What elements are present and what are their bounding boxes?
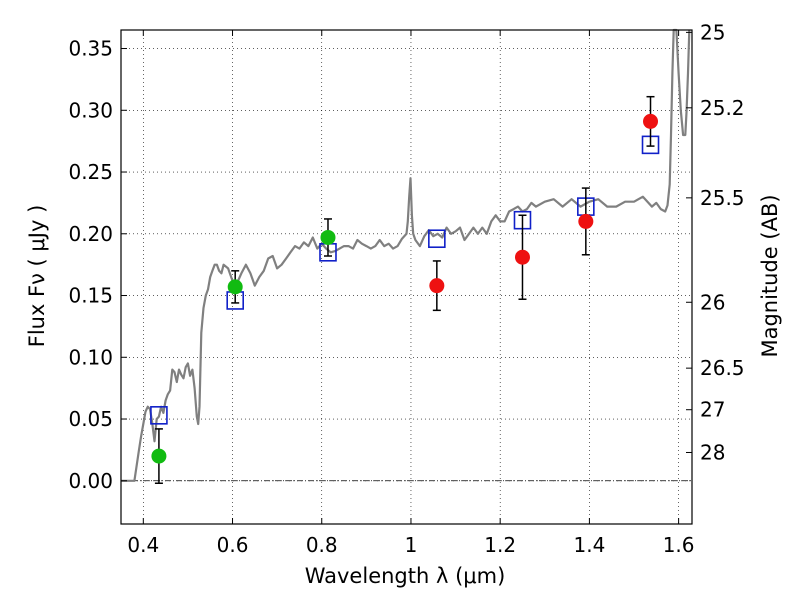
magnitude-axis-ticks: 25 25.2 25.5 26 26.5 27 28: [686, 20, 745, 464]
y-tick-label: 0.25: [68, 160, 113, 184]
observed-point-red: [643, 113, 659, 129]
magnitude-tick-label: 28: [700, 440, 725, 464]
sed-model-curve: [121, 28, 691, 482]
x-tick-label: 1.4: [573, 533, 605, 557]
y-tick-label: 0.00: [68, 469, 113, 493]
y-tick-label: 0.30: [68, 98, 113, 122]
x-tick-label: 0.6: [217, 533, 249, 557]
x-tick-label: 1.2: [484, 533, 516, 557]
plot-frame: [120, 29, 693, 525]
y-axis-ticks: 0.00 0.05 0.10 0.15 0.20 0.25 0.30 0.35: [68, 37, 127, 493]
observed-point-red: [514, 249, 530, 265]
observed-point-red: [578, 213, 594, 229]
x-axis-label: Wavelength λ (μm): [305, 564, 506, 588]
y-tick-label: 0.05: [68, 407, 113, 431]
sed-model-line: [121, 28, 691, 482]
magnitude-tick-label: 26: [700, 290, 725, 314]
magnitude-tick-label: 26.5: [700, 356, 745, 380]
observed-point-green: [227, 279, 243, 295]
observed-point-green: [320, 229, 336, 245]
observed-point-green: [151, 448, 167, 464]
model-flux-square: [150, 406, 168, 425]
x-tick-label: 0.4: [127, 533, 159, 557]
x-tick-label: 1.6: [663, 533, 695, 557]
magnitude-tick-label: 27: [700, 398, 725, 422]
y-tick-label: 0.15: [68, 284, 113, 308]
magnitude-tick-label: 25.5: [700, 186, 745, 210]
magnitude-tick-label: 25.2: [700, 96, 745, 120]
y-tick-label: 0.35: [68, 37, 113, 61]
magnitude-axis-label: Magnitude (AB): [758, 194, 782, 357]
model-flux-squares: [150, 135, 660, 425]
x-tick-label: 1: [405, 533, 418, 557]
x-axis-ticks: 0.4 0.6 0.8 1 1.2 1.4 1.6: [127, 30, 695, 557]
grid-lines: [121, 30, 692, 524]
x-tick-label: 0.8: [306, 533, 338, 557]
y-tick-label: 0.10: [68, 345, 113, 369]
observed-point-red: [429, 278, 445, 294]
model-flux-square: [428, 229, 446, 249]
magnitude-tick-label: 25: [700, 20, 725, 44]
observed-flux-points: [151, 113, 659, 464]
y-axis-label: Flux Fν ( μJy ): [25, 205, 49, 348]
y-tick-label: 0.20: [68, 222, 113, 246]
